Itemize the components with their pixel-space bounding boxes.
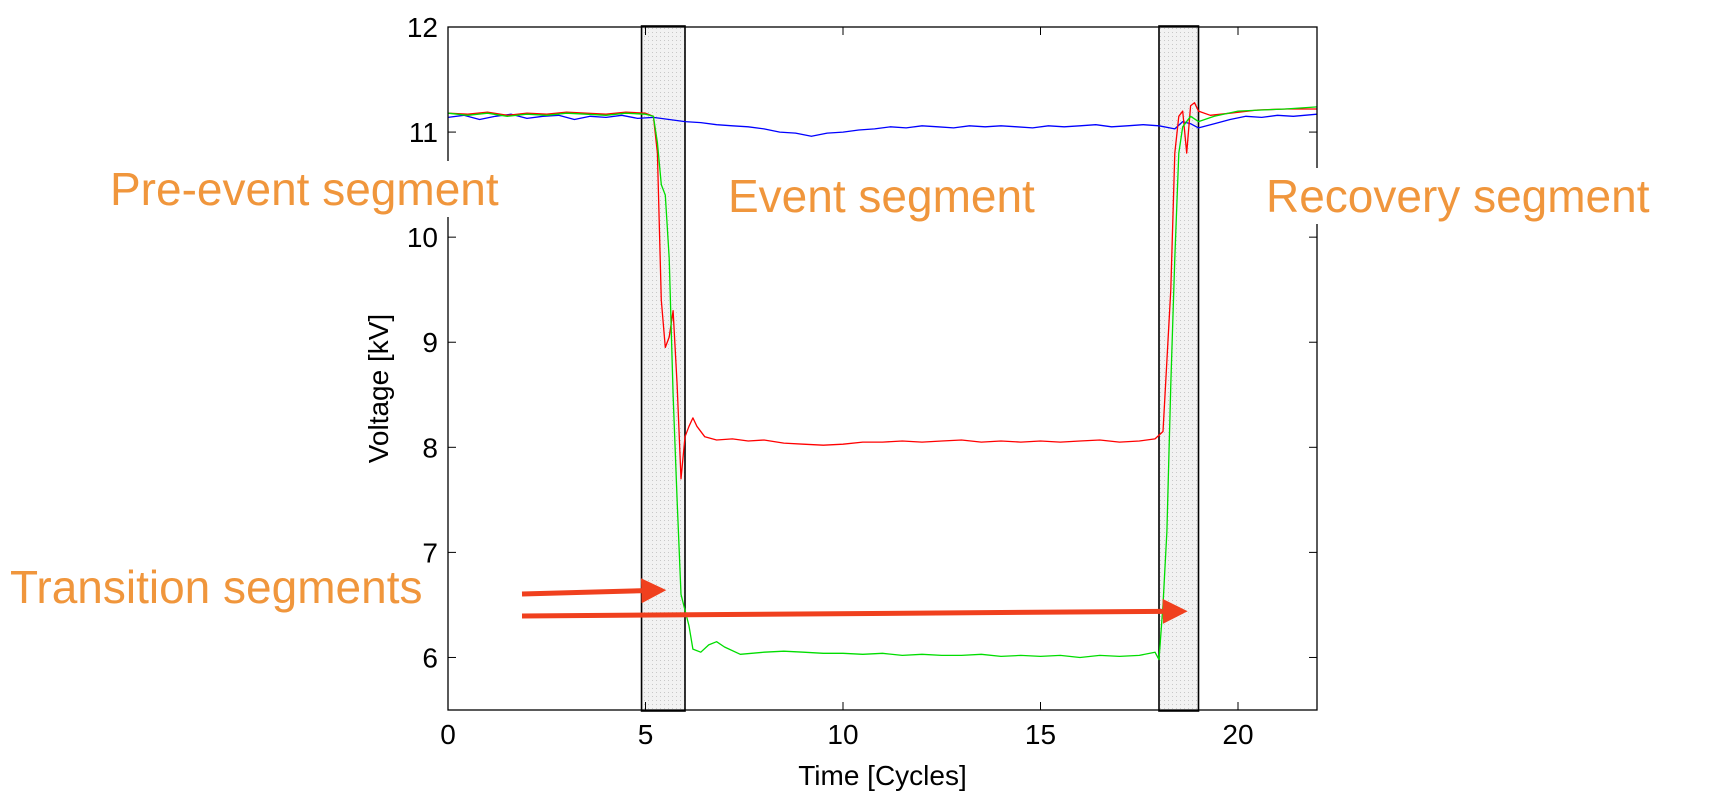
- series-line-0: [447, 113, 1318, 137]
- event-segment-label: Event segment: [728, 170, 1035, 222]
- transition-arrow-0: [521, 578, 667, 604]
- series-line-2: [447, 106, 1318, 661]
- annotation-background: [724, 168, 1040, 224]
- annotation-background: [1262, 168, 1654, 224]
- recovery-segment-label: Recovery segment: [1266, 170, 1650, 222]
- annotation-background: [106, 161, 503, 217]
- transition-region-1: [1158, 25, 1200, 712]
- transition-segments-label: Transition segments: [10, 561, 422, 613]
- pre-event-segment-label: Pre-event segment: [110, 163, 499, 215]
- plot-area-frame: [447, 26, 1318, 711]
- x-tick-label: 0: [440, 719, 456, 750]
- transition-arrow-1: [521, 598, 1188, 624]
- y-tick-label: 9: [422, 327, 438, 358]
- y-tick-label: 11: [409, 117, 438, 148]
- x-tick-label: 15: [1025, 719, 1056, 750]
- x-tick-label: 10: [827, 719, 858, 750]
- annotation-backgrounds: [6, 161, 1654, 615]
- transition-regions: [640, 25, 1200, 712]
- voltage-series: [447, 102, 1318, 661]
- y-axis-label: Voltage [kV]: [363, 314, 394, 463]
- annotation-arrows: [521, 578, 1188, 624]
- y-tick-label: 12: [407, 12, 438, 43]
- x-tick-label: 20: [1222, 719, 1253, 750]
- x-tick-label: 5: [638, 719, 654, 750]
- transition-region-0: [640, 25, 686, 712]
- y-tick-label: 6: [422, 642, 438, 673]
- annotation-background: [6, 559, 427, 615]
- y-tick-label: 10: [407, 222, 438, 253]
- x-axis-label: Time [Cycles]: [798, 760, 967, 791]
- series-line-1: [447, 102, 1317, 480]
- y-tick-label: 8: [422, 432, 438, 463]
